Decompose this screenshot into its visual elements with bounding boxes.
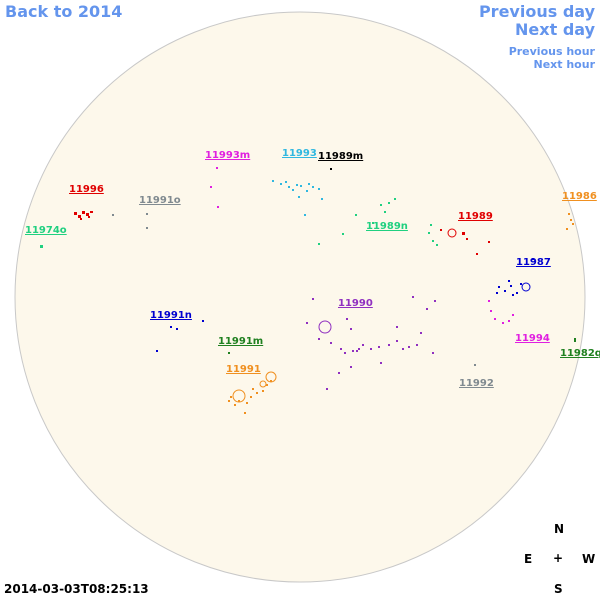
region-label-11982q[interactable]: 11982q (560, 348, 600, 359)
region-label-11993[interactable]: 11993 (282, 148, 317, 159)
region-label-11996[interactable]: 11996 (69, 184, 104, 195)
region-label-11991[interactable]: 11991 (226, 364, 261, 375)
region-label-11993m[interactable]: 11993m (205, 150, 250, 161)
previous-day-link[interactable]: Previous day (478, 2, 595, 21)
region-label-11989n[interactable]: 11989n (366, 221, 408, 232)
next-day-link[interactable]: Next day (515, 20, 595, 39)
next-hour-link[interactable]: Next hour (533, 58, 596, 71)
region-label-11994[interactable]: 11994 (515, 333, 550, 344)
solar-disk (14, 11, 586, 583)
region-label-11974o[interactable]: 11974o (25, 225, 67, 236)
region-label-11991o[interactable]: 11991o (139, 195, 181, 206)
region-label-11990[interactable]: 11990 (338, 298, 373, 309)
sunspot-marks (40, 167, 576, 414)
region-label-11986[interactable]: 11986 (562, 191, 597, 202)
region-label-11992[interactable]: 11992 (459, 378, 494, 389)
previous-hour-link[interactable]: Previous hour (508, 45, 595, 58)
observation-timestamp: 2014-03-03T08:25:13 (4, 582, 149, 596)
region-label-11991m[interactable]: 11991m (218, 336, 263, 347)
back-to-year-link[interactable]: Back to 2014 (5, 2, 123, 21)
region-label-11991n[interactable]: 11991n (150, 310, 192, 321)
region-label-11987[interactable]: 11987 (516, 257, 551, 268)
region-label-11989[interactable]: 11989 (458, 211, 493, 222)
region-label-11989m[interactable]: 11989m (318, 151, 363, 162)
